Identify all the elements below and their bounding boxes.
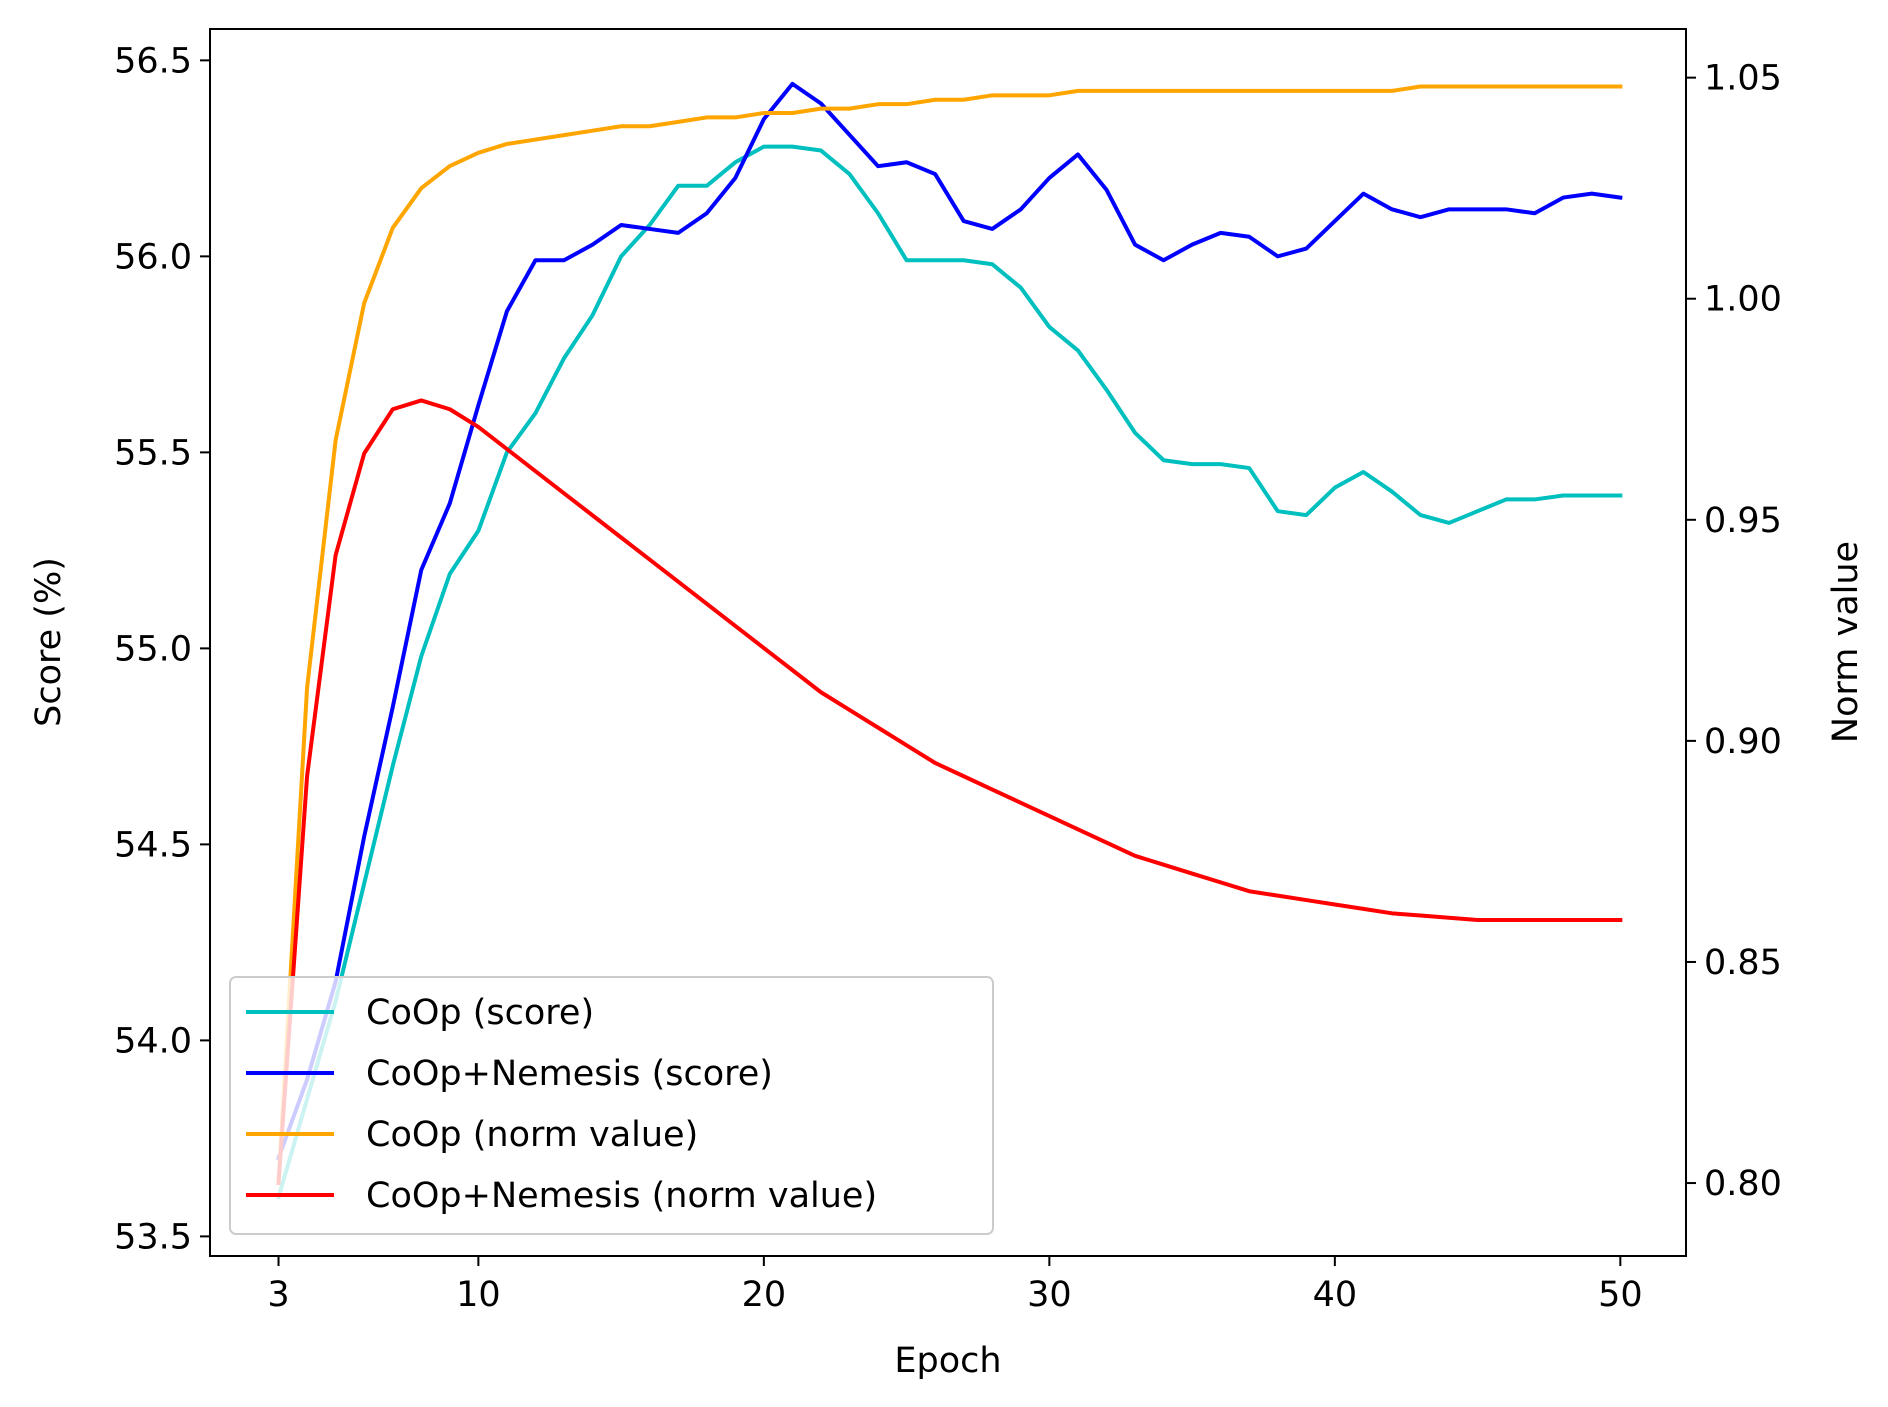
- legend-items: CoOp (score) CoOp+Nemesis (score) CoOp (no…: [246, 993, 877, 1216]
- y-axis-right: 0.80 0.85 0.90 0.95 1.00 1.05: [1686, 59, 1782, 1204]
- legend-box: [229, 976, 994, 1235]
- legend-label-coop-score: CoOp (score): [366, 993, 594, 1033]
- x-tick-label: 30: [1027, 1275, 1072, 1315]
- y-axis-right-title: Norm value: [1826, 541, 1866, 743]
- y-right-tick-label: 0.85: [1704, 943, 1782, 983]
- legend-label-coop-nemesis-score: CoOp+Nemesis (score): [366, 1054, 773, 1094]
- x-axis-title: Epoch: [894, 1341, 1001, 1381]
- series-line-coop-nemesis-score: [275, 81, 1623, 1161]
- y-right-tick-label: 1.05: [1704, 59, 1782, 99]
- legend-label-coop-nemesis-norm-value: CoOp+Nemesis (norm value): [366, 1176, 877, 1216]
- y-right-tick-label: 0.90: [1704, 722, 1782, 762]
- y-left-tick-label: 56.5: [114, 41, 192, 81]
- x-tick-label: 3: [267, 1275, 289, 1315]
- series-line-coop-score: [276, 144, 1623, 1200]
- plot-frame: [209, 28, 1687, 1257]
- x-tick-label: 10: [456, 1275, 501, 1315]
- y-axis-left: 53.5 54.0 54.5 55.0 55.5 56.0 56.5: [114, 41, 210, 1257]
- y-right-tick-label: 1.00: [1704, 280, 1782, 320]
- y-axis-left-title: Score (%): [29, 557, 69, 727]
- x-tick-label: 40: [1313, 1275, 1358, 1315]
- x-tick-label: 50: [1598, 1275, 1643, 1315]
- y-left-tick-label: 54.0: [114, 1021, 192, 1061]
- y-right-tick-label: 0.95: [1704, 501, 1782, 541]
- legend-label-coop-norm-value: CoOp (norm value): [366, 1115, 698, 1155]
- legend: CoOp (score) CoOp+Nemesis (score) CoOp (no…: [229, 976, 994, 1235]
- y-left-tick-label: 55.5: [114, 433, 192, 473]
- series-line-coop-norm-value: [276, 84, 1623, 1186]
- series-layer: [275, 81, 1623, 1200]
- x-tick-label: 20: [742, 1275, 787, 1315]
- y-left-tick-label: 53.5: [114, 1217, 192, 1257]
- x-axis: 3 10 20 30 40 50: [267, 1256, 1643, 1315]
- y-left-tick-label: 56.0: [114, 237, 192, 277]
- y-left-tick-label: 55.0: [114, 629, 192, 669]
- y-right-tick-label: 0.80: [1704, 1164, 1782, 1204]
- y-left-tick-label: 54.5: [114, 825, 192, 865]
- series-line-coop-nemesis-norm-value: [276, 398, 1623, 1186]
